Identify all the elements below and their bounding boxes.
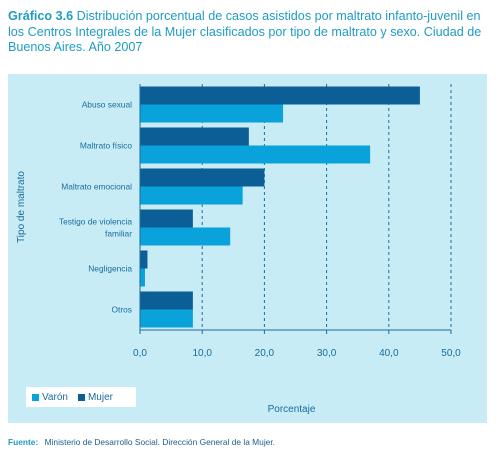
x-tick-label-4: 40,0: [379, 348, 399, 359]
chart-title-label: Gráfico 3.6: [8, 9, 74, 23]
bar-varon-0: [140, 104, 284, 123]
chart-panel: 0,0 10,0 20,0 30,0 40,0 50,0 Abuso sexual Maltr…: [8, 74, 487, 423]
legend-swatch-mujer: [77, 393, 85, 401]
bar-varon-1: [140, 145, 371, 164]
category-label-3-1: familiar: [105, 229, 132, 239]
source-text: Ministerio de Desarrollo Social. Direcci…: [44, 437, 275, 447]
bar-mujer-0: [140, 86, 420, 105]
category-label-5: Otros: [112, 305, 132, 315]
bar-mujer-1: [140, 127, 249, 146]
x-tick-label-1: 10,0: [192, 348, 212, 359]
bar-varon-3: [140, 227, 231, 246]
legend-item-varon: Varón: [32, 392, 68, 403]
category-label-0: Abuso sexual: [82, 100, 132, 110]
chart-title-text: Distribución porcentual de casos asistid…: [8, 9, 482, 54]
bar-mujer-5: [140, 291, 193, 310]
category-label-4: Negligencia: [88, 264, 132, 274]
x-tick-label-0: 0,0: [133, 348, 147, 359]
chart-title: Gráfico 3.6 Distribución porcentual de c…: [8, 9, 494, 56]
bar-mujer-2: [140, 168, 265, 187]
x-tick-label-5: 50,0: [441, 348, 461, 359]
bar-varon-4: [140, 268, 145, 287]
category-label-2: Maltrato emocional: [61, 182, 132, 192]
legend-label-varon: Varón: [42, 391, 68, 403]
source-note: Fuente: Ministerio de Desarrollo Social.…: [8, 437, 275, 447]
chart-legend: Varón Mujer: [26, 387, 136, 407]
x-tick-label-2: 20,0: [255, 348, 275, 359]
bar-mujer-3: [140, 209, 193, 228]
x-tick-label-3: 30,0: [317, 348, 337, 359]
bar-varon-2: [140, 186, 243, 205]
category-label-1: Maltrato físico: [80, 141, 132, 151]
bar-mujer-4: [140, 250, 148, 269]
source-label: Fuente:: [8, 437, 39, 447]
y-axis-title: Tipo de maltrato: [16, 171, 27, 243]
bar-varon-5: [140, 309, 193, 328]
legend-item-mujer: Mujer: [77, 391, 113, 403]
x-axis-title: Porcentaje: [268, 404, 316, 415]
legend-swatch-varon: [32, 393, 39, 401]
category-label-3-0: Testigo de violencia: [59, 217, 132, 227]
bar-chart: 0,0 10,0 20,0 30,0 40,0 50,0 Abuso sexual Maltr…: [16, 84, 461, 415]
legend-label-mujer: Mujer: [87, 391, 113, 403]
